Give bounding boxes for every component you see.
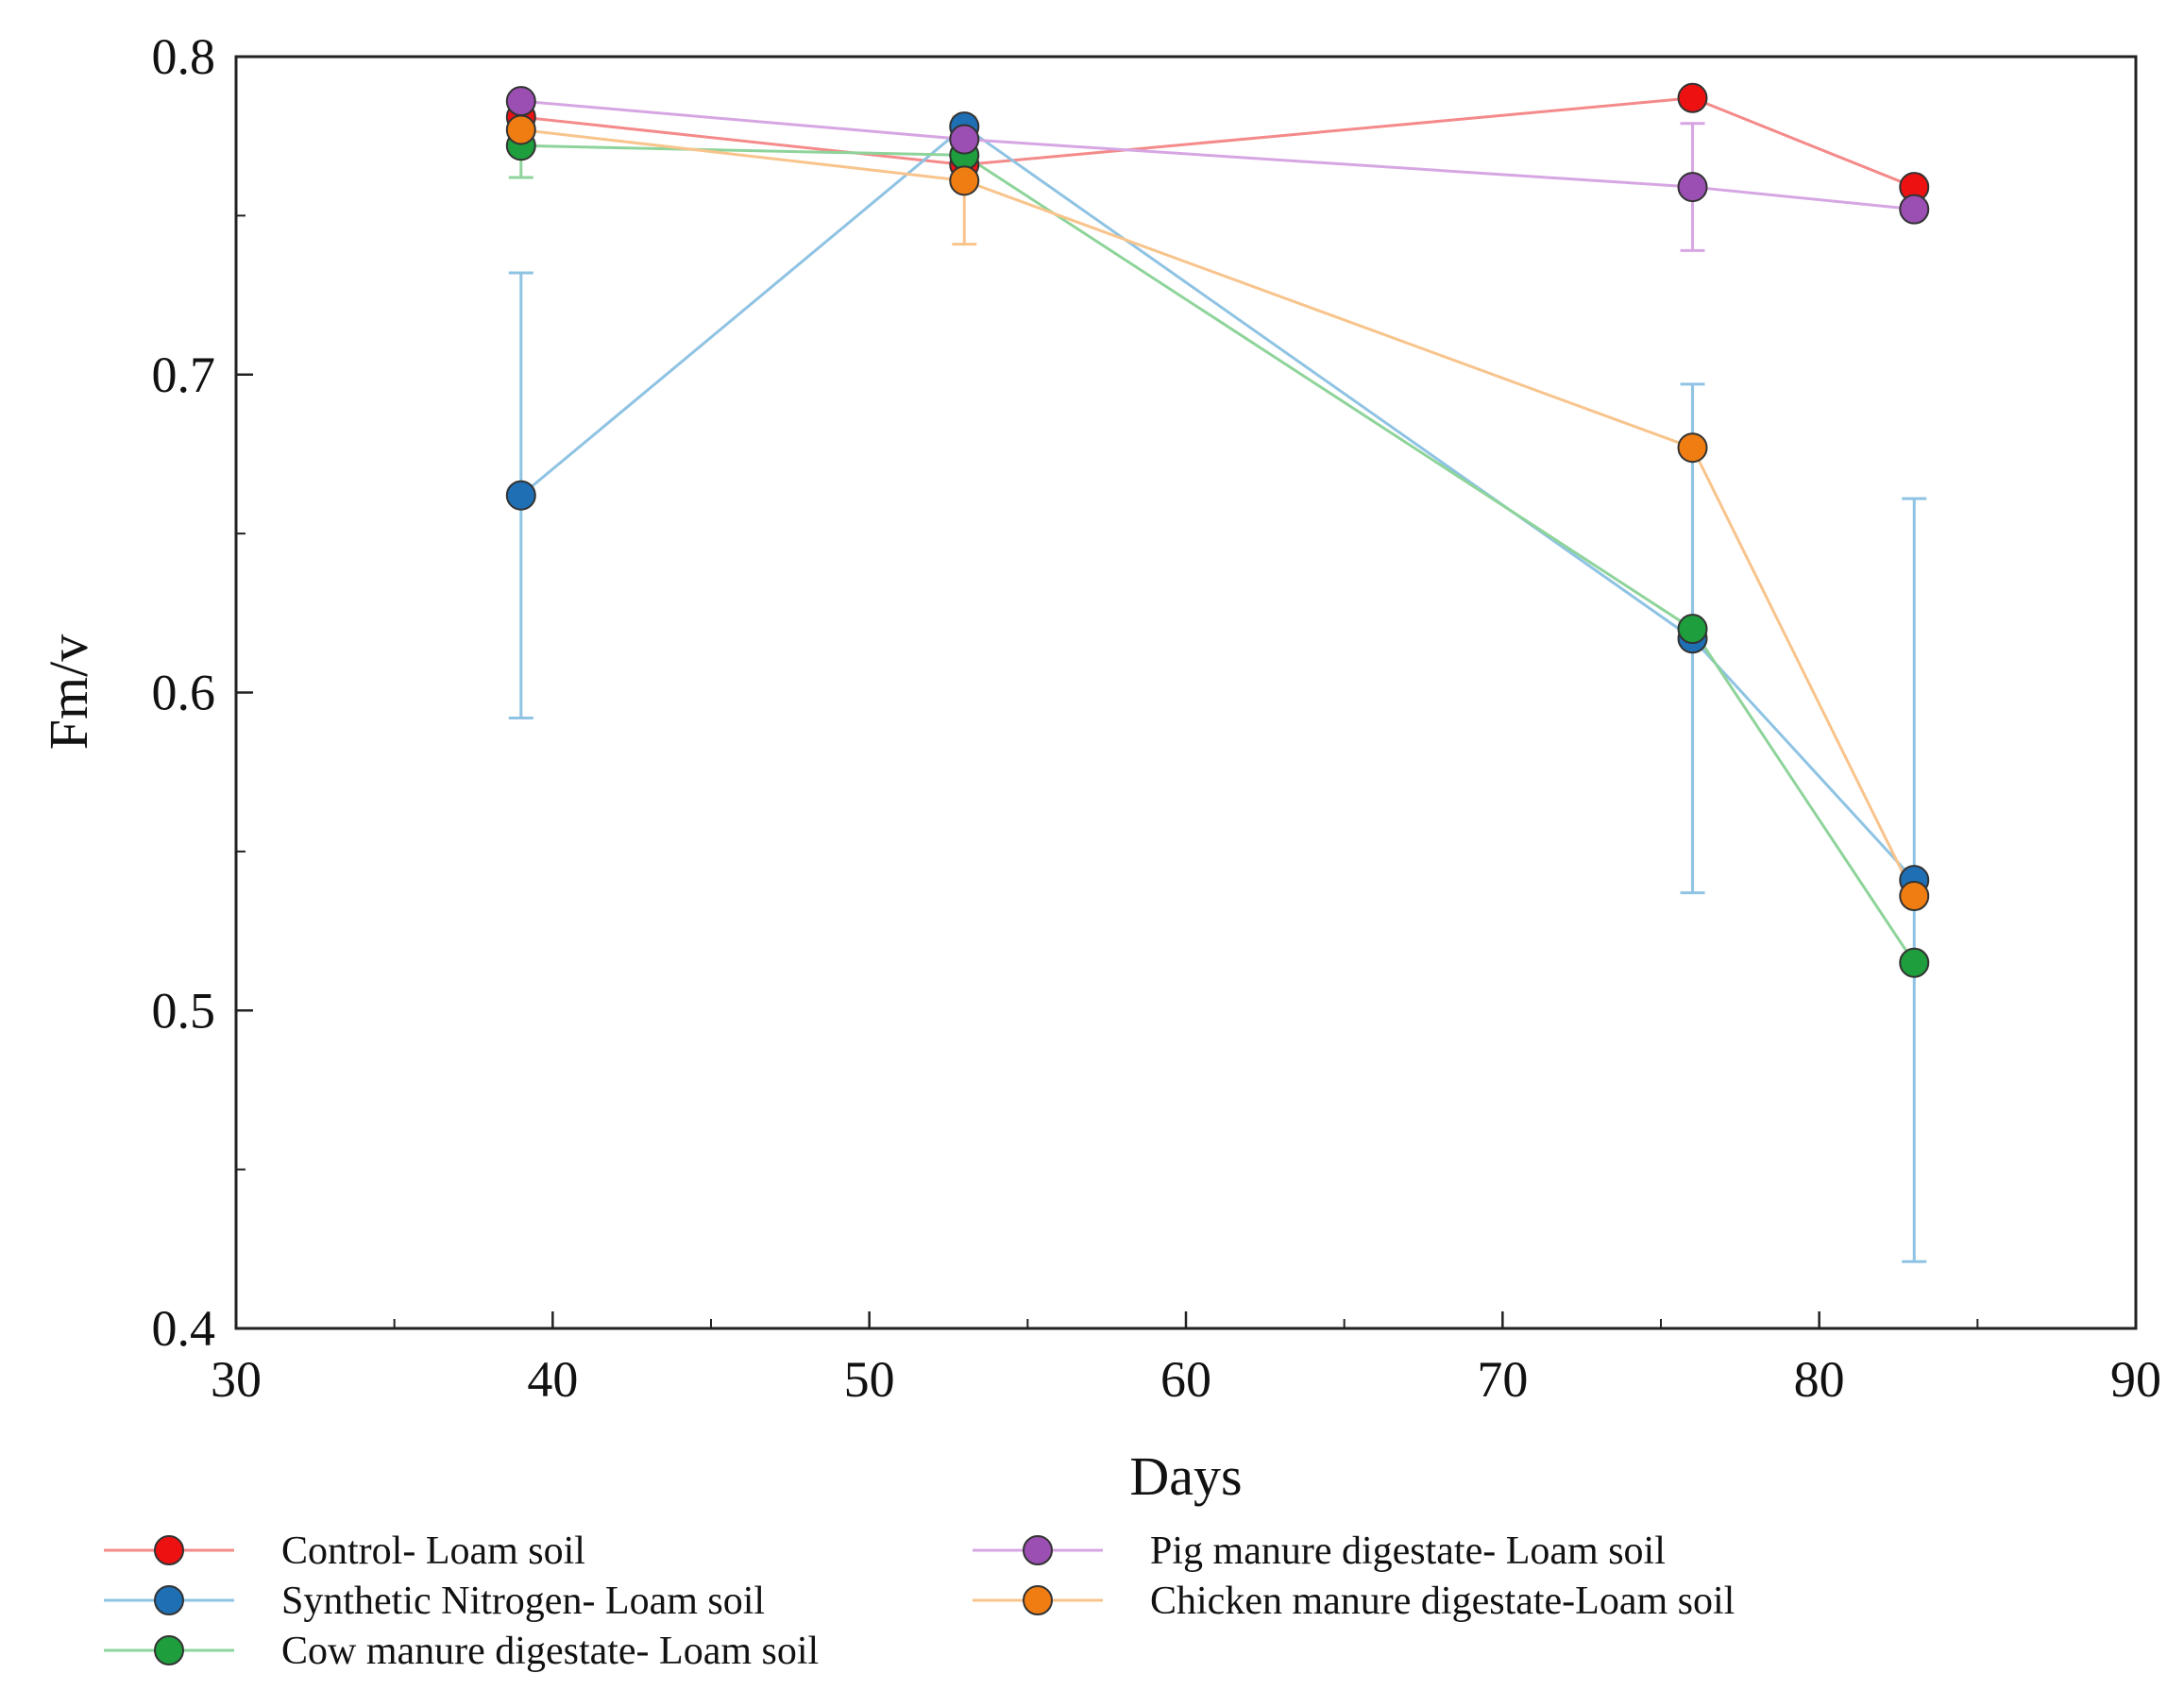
y-tick-label: 0.8 (152, 28, 216, 85)
series-line-1 (519, 125, 1916, 882)
y-tick-label: 0.4 (152, 1300, 216, 1357)
data-point (1677, 432, 1708, 464)
legend-item: Chicken manure digestate-Loam soil (973, 1580, 1735, 1623)
legend-marker (154, 1535, 184, 1565)
data-point (949, 165, 980, 196)
legend-label: Chicken manure digestate-Loam soil (1150, 1580, 1735, 1623)
legend: Control- Loam soil Synthetic Nitrogen- Lo… (104, 1530, 1735, 1673)
chart-marks: 30 40 50 60 70 80 90 0.4 0.5 0.6 0.7 0.8 (152, 28, 2162, 1408)
y-tick-label: 0.6 (152, 665, 216, 721)
legend-marker (1023, 1585, 1053, 1615)
data-point (1899, 194, 1930, 225)
x-tick-label: 40 (527, 1351, 578, 1408)
legend-item: Pig manure digestate- Loam soil (973, 1530, 1666, 1573)
data-point (505, 86, 536, 117)
series-line-2 (520, 144, 1916, 964)
data-point (949, 124, 980, 155)
data-point (1677, 82, 1708, 113)
legend-marker (154, 1585, 184, 1615)
x-tick-label: 70 (1477, 1351, 1528, 1408)
legend-item: Synthetic Nitrogen- Loam soil (104, 1580, 765, 1623)
y-axis-title: Fm/v (38, 634, 99, 751)
series-line-0 (520, 96, 1915, 189)
data-point (505, 480, 536, 511)
data-point (1899, 881, 1930, 912)
legend-item: Control- Loam soil (104, 1530, 585, 1573)
data-point (1899, 947, 1930, 978)
data-point (505, 114, 536, 145)
x-axis-title: Days (1129, 1445, 1242, 1507)
x-tick-label: 60 (1160, 1351, 1211, 1408)
legend-marker (154, 1635, 184, 1665)
legend-marker (1023, 1535, 1053, 1565)
x-tick-label: 90 (2110, 1351, 2161, 1408)
series-line-3 (520, 99, 1915, 211)
y-tick-label: 0.7 (152, 346, 216, 403)
x-tick-label: 30 (211, 1351, 262, 1408)
x-tick-label: 80 (1794, 1351, 1845, 1408)
legend-item: Cow manure digestate- Loam soil (104, 1630, 819, 1673)
data-point (1677, 614, 1708, 645)
data-point (1677, 172, 1708, 203)
series-line-4 (520, 127, 1916, 897)
legend-label: Pig manure digestate- Loam soil (1150, 1530, 1666, 1573)
legend-label: Cow manure digestate- Loam soil (281, 1630, 819, 1673)
legend-label: Control- Loam soil (281, 1530, 585, 1573)
x-tick-label: 50 (844, 1351, 895, 1408)
y-tick-label: 0.5 (152, 982, 216, 1039)
legend-label: Synthetic Nitrogen- Loam soil (281, 1580, 765, 1623)
